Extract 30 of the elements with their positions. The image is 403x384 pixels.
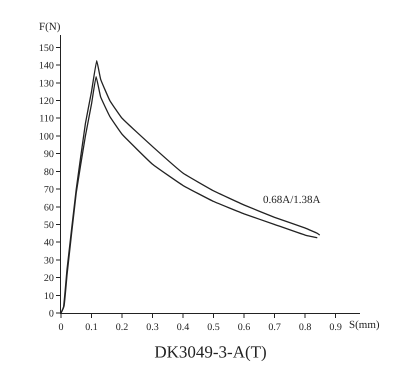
y-tick-label: 10	[44, 290, 54, 302]
x-tick-label: 0.7	[268, 322, 281, 334]
y-tick-label: 90	[44, 149, 54, 160]
y-tick-label: 60	[44, 202, 54, 214]
y-tick-label: 70	[44, 184, 54, 196]
y-tick-label: 80	[44, 166, 54, 178]
y-tick-label: 140	[38, 60, 54, 72]
y-tick-label: 50	[44, 220, 54, 231]
x-tick-label: 0.8	[298, 322, 312, 334]
x-tick-label: 0.1	[85, 322, 98, 334]
x-tick-label: 0.6	[238, 322, 250, 334]
y-tick-label: 120	[38, 96, 54, 108]
y-tick-label: 150	[38, 42, 54, 54]
y-tick-label: 0	[48, 308, 54, 320]
text: DK3049-3-A(T)	[154, 342, 267, 362]
y-axis-title: F(N)	[39, 21, 61, 33]
y-tick-label: 40	[44, 238, 54, 249]
annotation: 0.68A/1.38A	[263, 194, 320, 206]
x-tick-label: 0	[58, 322, 64, 334]
x-tick-label: 0.5	[207, 322, 220, 334]
y-tick-label: 20	[44, 273, 54, 284]
y-tick-label: 110	[39, 114, 54, 125]
x-axis-title: S(mm)	[349, 319, 380, 331]
y-tick-label: 30	[44, 255, 54, 266]
y-tick-label: 100	[38, 131, 54, 142]
x-tick-label: 0.2	[116, 322, 128, 334]
x-tick-label: 0.3	[146, 322, 159, 334]
y-tick-label: 130	[38, 78, 54, 90]
x-tick-label: 0.4	[176, 322, 190, 334]
x-tick-label: 0.9	[329, 322, 342, 334]
